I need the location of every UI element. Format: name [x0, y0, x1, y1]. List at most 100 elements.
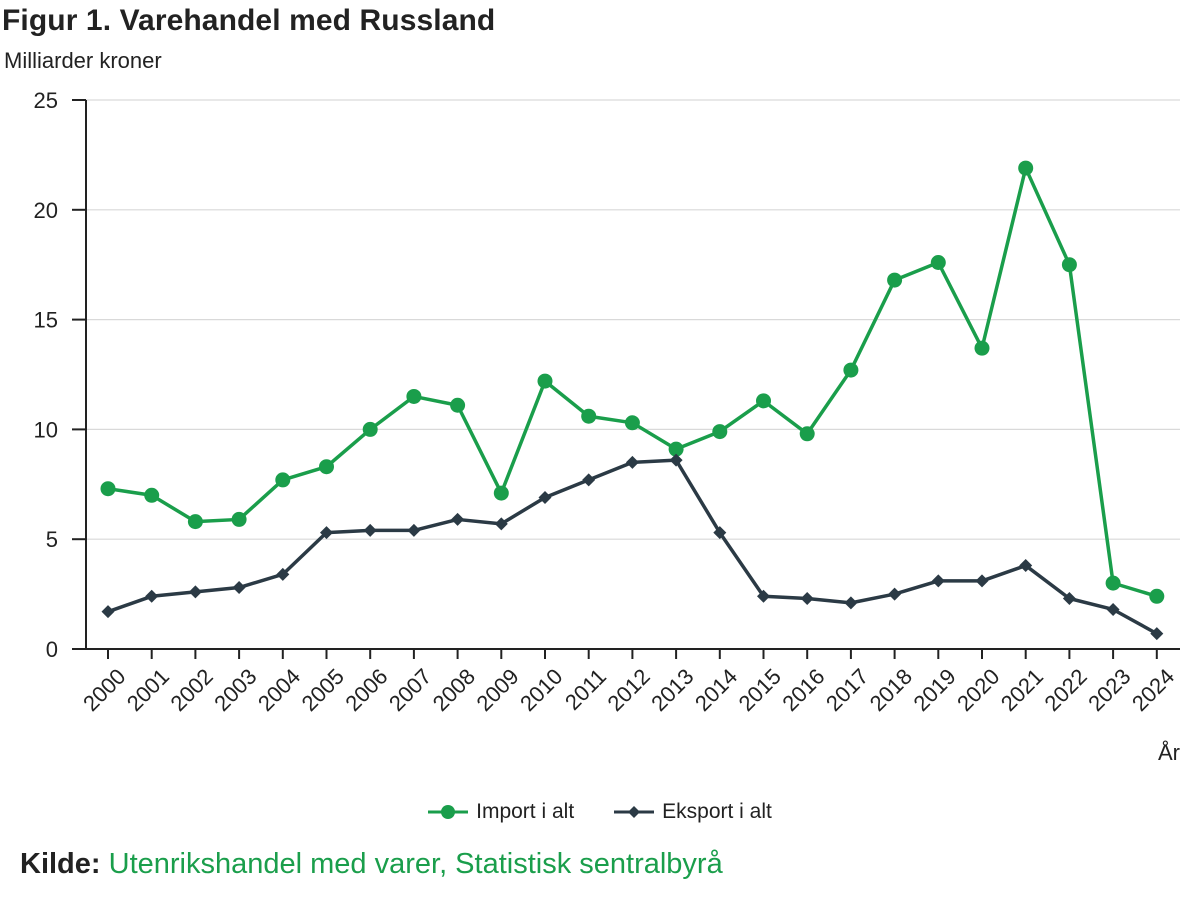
data-point-export[interactable] — [188, 585, 202, 599]
gridlines — [86, 99, 1180, 540]
data-point-import[interactable] — [406, 388, 422, 404]
x-tick-label: 2003 — [209, 664, 261, 716]
data-point-export[interactable] — [975, 574, 989, 588]
data-point-import[interactable] — [799, 426, 815, 442]
data-point-export[interactable] — [669, 453, 683, 467]
data-point-export[interactable] — [844, 596, 858, 610]
y-tick-label: 20 — [34, 198, 58, 223]
x-tick-label: 2000 — [78, 664, 130, 716]
x-tick-label: 2020 — [952, 664, 1004, 716]
y-axis-label: Milliarder kroner — [4, 48, 162, 73]
data-point-import[interactable] — [450, 397, 466, 413]
x-tick-label: 2007 — [384, 664, 436, 716]
data-point-export[interactable] — [888, 587, 902, 601]
data-point-export[interactable] — [1106, 602, 1120, 616]
data-point-import[interactable] — [144, 487, 160, 503]
data-point-import[interactable] — [1105, 575, 1121, 591]
data-point-export[interactable] — [1019, 559, 1033, 573]
x-tick-label: 2010 — [515, 664, 567, 716]
x-tick-label: 2012 — [603, 664, 655, 716]
data-point-import[interactable] — [581, 408, 597, 424]
x-tick-label: 2023 — [1083, 664, 1135, 716]
series-export — [101, 453, 1164, 641]
x-tick-label: 2001 — [122, 664, 174, 716]
data-point-export[interactable] — [713, 526, 727, 540]
data-point-export[interactable] — [757, 589, 770, 603]
data-point-import[interactable] — [493, 485, 509, 501]
data-point-import[interactable] — [1149, 588, 1165, 604]
import-series-swatch-icon — [428, 805, 469, 819]
x-tick-label: 2011 — [560, 664, 611, 715]
y-tick-label: 25 — [34, 88, 58, 113]
data-point-export[interactable] — [407, 523, 421, 537]
data-point-export[interactable] — [931, 574, 945, 588]
data-point-export[interactable] — [1062, 591, 1076, 605]
source-link[interactable]: Utenrikshandel med varer, Statistisk sen… — [108, 848, 723, 880]
x-tick-label: 2022 — [1040, 664, 1092, 716]
x-tick-label: 2014 — [690, 664, 742, 716]
x-tick-label: 2016 — [777, 664, 829, 716]
data-point-import[interactable] — [187, 514, 203, 530]
x-tick-label: 2024 — [1127, 664, 1179, 716]
data-point-export[interactable] — [538, 490, 552, 504]
legend-label-export: Eksport i alt — [662, 800, 772, 823]
y-tick-label: 0 — [46, 637, 58, 662]
data-point-import[interactable] — [319, 459, 334, 475]
data-point-import[interactable] — [362, 421, 378, 437]
x-tick-label: 2009 — [471, 664, 523, 716]
series-import — [100, 160, 1165, 604]
data-point-import[interactable] — [231, 511, 247, 527]
data-point-export[interactable] — [276, 567, 290, 581]
x-tick-label: 2004 — [253, 664, 305, 716]
chart-title: Figur 1. Varehandel med Russland — [2, 4, 496, 37]
data-point-import[interactable] — [624, 415, 640, 431]
x-tick-label: 2006 — [340, 664, 392, 716]
x-tick-label: 2017 — [821, 664, 873, 716]
data-point-import[interactable] — [275, 472, 291, 488]
data-point-import[interactable] — [756, 393, 771, 409]
data-point-export[interactable] — [494, 517, 508, 531]
data-point-import[interactable] — [668, 441, 684, 457]
x-tick-label: 2021 — [996, 664, 1048, 716]
data-point-export[interactable] — [101, 605, 115, 619]
data-point-export[interactable] — [451, 512, 465, 526]
data-point-import[interactable] — [974, 340, 990, 356]
axes: 0510152025200020012002200320042005200620… — [34, 88, 1180, 716]
data-point-import[interactable] — [1061, 257, 1077, 273]
x-tick-label: 2013 — [646, 664, 698, 716]
data-point-export[interactable] — [145, 589, 159, 603]
source-label: Kilde: — [20, 848, 101, 880]
y-tick-label: 15 — [34, 308, 58, 333]
legend-label-import: Import i alt — [476, 800, 575, 823]
legend-item-import[interactable]: Import i alt — [428, 800, 574, 824]
data-point-import[interactable] — [100, 481, 116, 497]
x-tick-label: 2018 — [865, 664, 917, 716]
data-point-import[interactable] — [1018, 160, 1034, 176]
data-point-import[interactable] — [930, 255, 946, 271]
legend-item-export[interactable]: Eksport i alt — [614, 800, 772, 824]
data-point-export[interactable] — [320, 526, 333, 540]
data-point-export[interactable] — [232, 581, 246, 595]
source-note: Kilde: Utenrikshandel med varer, Statist… — [20, 848, 723, 881]
x-tick-label: 2019 — [908, 664, 960, 716]
data-point-export[interactable] — [625, 455, 639, 469]
data-point-export[interactable] — [363, 523, 377, 537]
export-series-swatch-icon — [614, 806, 655, 818]
x-tick-label: 2008 — [428, 664, 480, 716]
data-point-import[interactable] — [887, 272, 903, 288]
x-tick-label: 2005 — [297, 664, 349, 716]
data-point-export[interactable] — [800, 591, 814, 605]
data-point-import[interactable] — [537, 373, 553, 389]
data-point-export[interactable] — [1150, 627, 1164, 641]
data-point-import[interactable] — [712, 424, 728, 440]
series-line-import — [107, 166, 1158, 598]
data-series — [100, 160, 1165, 641]
x-tick-label: 2002 — [166, 664, 218, 716]
y-tick-label: 5 — [46, 527, 58, 552]
y-tick-label: 10 — [34, 417, 58, 442]
data-point-import[interactable] — [843, 362, 859, 378]
legend: Import i alt Eksport i alt — [0, 800, 1200, 824]
x-tick-label: 2015 — [734, 664, 786, 716]
data-point-export[interactable] — [582, 473, 596, 487]
